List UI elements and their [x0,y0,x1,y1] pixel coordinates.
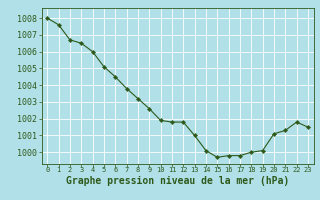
X-axis label: Graphe pression niveau de la mer (hPa): Graphe pression niveau de la mer (hPa) [66,176,289,186]
